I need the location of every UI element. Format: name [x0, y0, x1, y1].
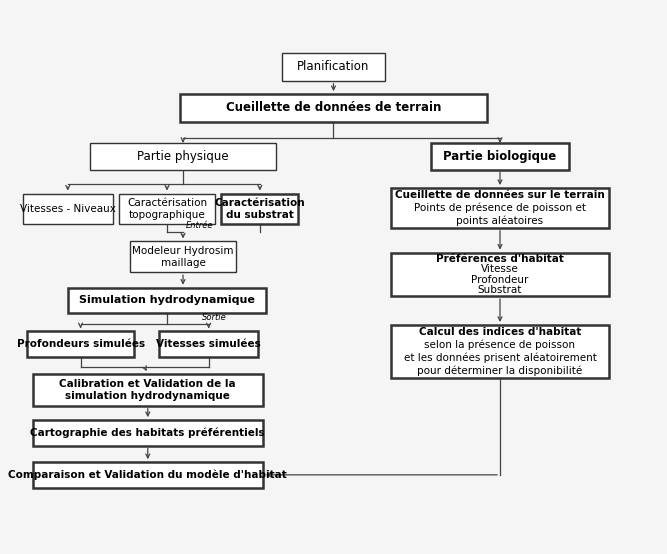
- Text: Partie physique: Partie physique: [137, 150, 229, 163]
- Text: Profondeur: Profondeur: [472, 275, 529, 285]
- Bar: [33, 374, 263, 406]
- Text: Points de présence de poisson et: Points de présence de poisson et: [414, 203, 586, 213]
- Bar: [221, 193, 298, 224]
- Bar: [159, 331, 258, 357]
- Text: Cartographie des habitats préférentiels: Cartographie des habitats préférentiels: [31, 428, 265, 438]
- Bar: [119, 193, 215, 224]
- Bar: [33, 462, 263, 488]
- Bar: [180, 94, 487, 122]
- Text: Sortie: Sortie: [202, 313, 227, 322]
- Text: Planification: Planification: [297, 60, 370, 74]
- Text: Caractérisation
du substrat: Caractérisation du substrat: [215, 198, 305, 220]
- Text: Calibration et Validation de la
simulation hydrodynamique: Calibration et Validation de la simulati…: [59, 379, 236, 401]
- Text: points aléatoires: points aléatoires: [456, 215, 544, 225]
- Bar: [391, 325, 609, 378]
- Bar: [33, 420, 263, 445]
- Text: pour déterminer la disponibilité: pour déterminer la disponibilité: [418, 365, 582, 376]
- Bar: [68, 288, 266, 313]
- Text: Calcul des indices d'habitat: Calcul des indices d'habitat: [419, 327, 581, 337]
- Bar: [90, 143, 276, 170]
- Text: Préférences d'habitat: Préférences d'habitat: [436, 254, 564, 264]
- Text: et les données prisent aléatoirement: et les données prisent aléatoirement: [404, 352, 596, 363]
- Text: Modeleur Hydrosim
maillage: Modeleur Hydrosim maillage: [132, 246, 233, 268]
- Text: Entrée: Entrée: [186, 221, 213, 230]
- Bar: [431, 143, 569, 170]
- Text: Vitesses - Niveaux: Vitesses - Niveaux: [20, 204, 115, 214]
- Text: Cueillette de données de terrain: Cueillette de données de terrain: [226, 101, 441, 114]
- Bar: [391, 253, 609, 296]
- Text: Comparaison et Validation du modèle d'habitat: Comparaison et Validation du modèle d'ha…: [9, 470, 287, 480]
- Bar: [27, 331, 134, 357]
- Text: Caractérisation
topographique: Caractérisation topographique: [127, 198, 207, 220]
- Text: Vitesses simulées: Vitesses simulées: [156, 339, 261, 349]
- Bar: [391, 188, 609, 228]
- Text: Profondeurs simulées: Profondeurs simulées: [17, 339, 145, 349]
- Bar: [23, 193, 113, 224]
- Text: Substrat: Substrat: [478, 285, 522, 295]
- Text: Simulation hydrodynamique: Simulation hydrodynamique: [79, 295, 255, 305]
- Bar: [130, 242, 236, 272]
- Bar: [282, 53, 385, 81]
- Text: selon la présence de poisson: selon la présence de poisson: [424, 340, 576, 350]
- Text: Partie biologique: Partie biologique: [444, 150, 556, 163]
- Text: Cueillette de données sur le terrain: Cueillette de données sur le terrain: [395, 191, 605, 201]
- Text: Vitesse: Vitesse: [481, 264, 519, 274]
